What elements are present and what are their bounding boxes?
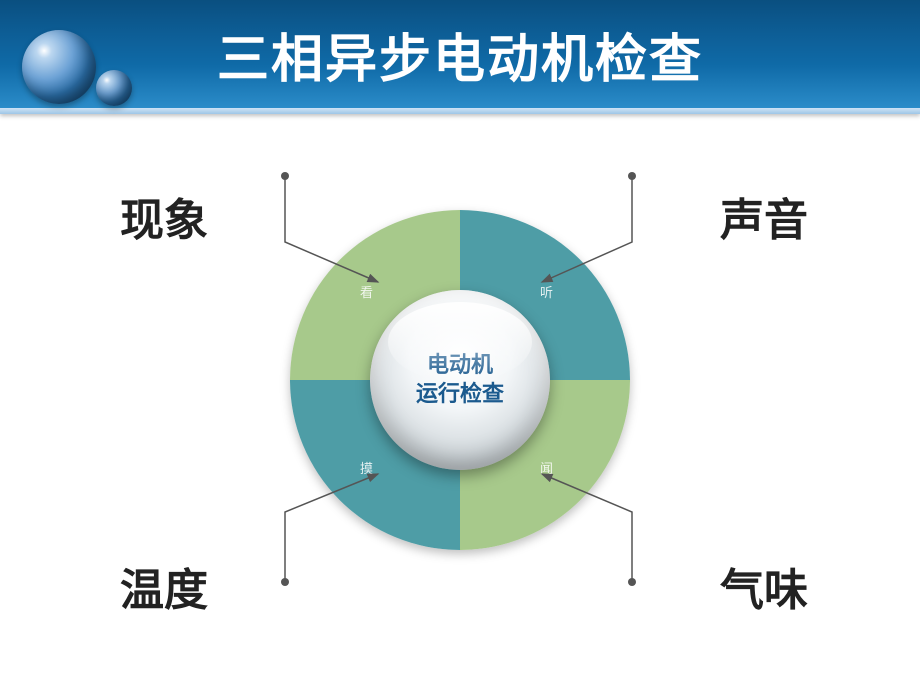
center-text: 电动机 运行检查 xyxy=(416,351,504,408)
inner-label-tr: 听 xyxy=(540,282,553,301)
inner-label-tl: 看 xyxy=(360,282,373,301)
globe-icon-small xyxy=(96,70,132,106)
label-tl: 现象 xyxy=(120,184,208,248)
inner-label-bl: 摸 xyxy=(360,458,373,477)
slide: 三相异步电动机检查 现象 声音 温度 气味 看 听 摸 闻 电动机 运行检查 xyxy=(0,0,920,690)
diagram-area: 现象 声音 温度 气味 看 听 摸 闻 电动机 运行检查 xyxy=(0,114,920,690)
page-title: 三相异步电动机检查 xyxy=(217,17,703,92)
label-tr: 声音 xyxy=(720,184,808,248)
inner-label-br: 闻 xyxy=(540,458,553,477)
globe-icon xyxy=(22,30,96,104)
center-line2: 运行检查 xyxy=(416,381,504,406)
center-hub: 电动机 运行检查 xyxy=(370,290,550,470)
label-bl: 温度 xyxy=(120,554,208,618)
center-line1: 电动机 xyxy=(427,352,493,377)
label-br: 气味 xyxy=(720,554,808,618)
title-bar: 三相异步电动机检查 xyxy=(0,0,920,108)
